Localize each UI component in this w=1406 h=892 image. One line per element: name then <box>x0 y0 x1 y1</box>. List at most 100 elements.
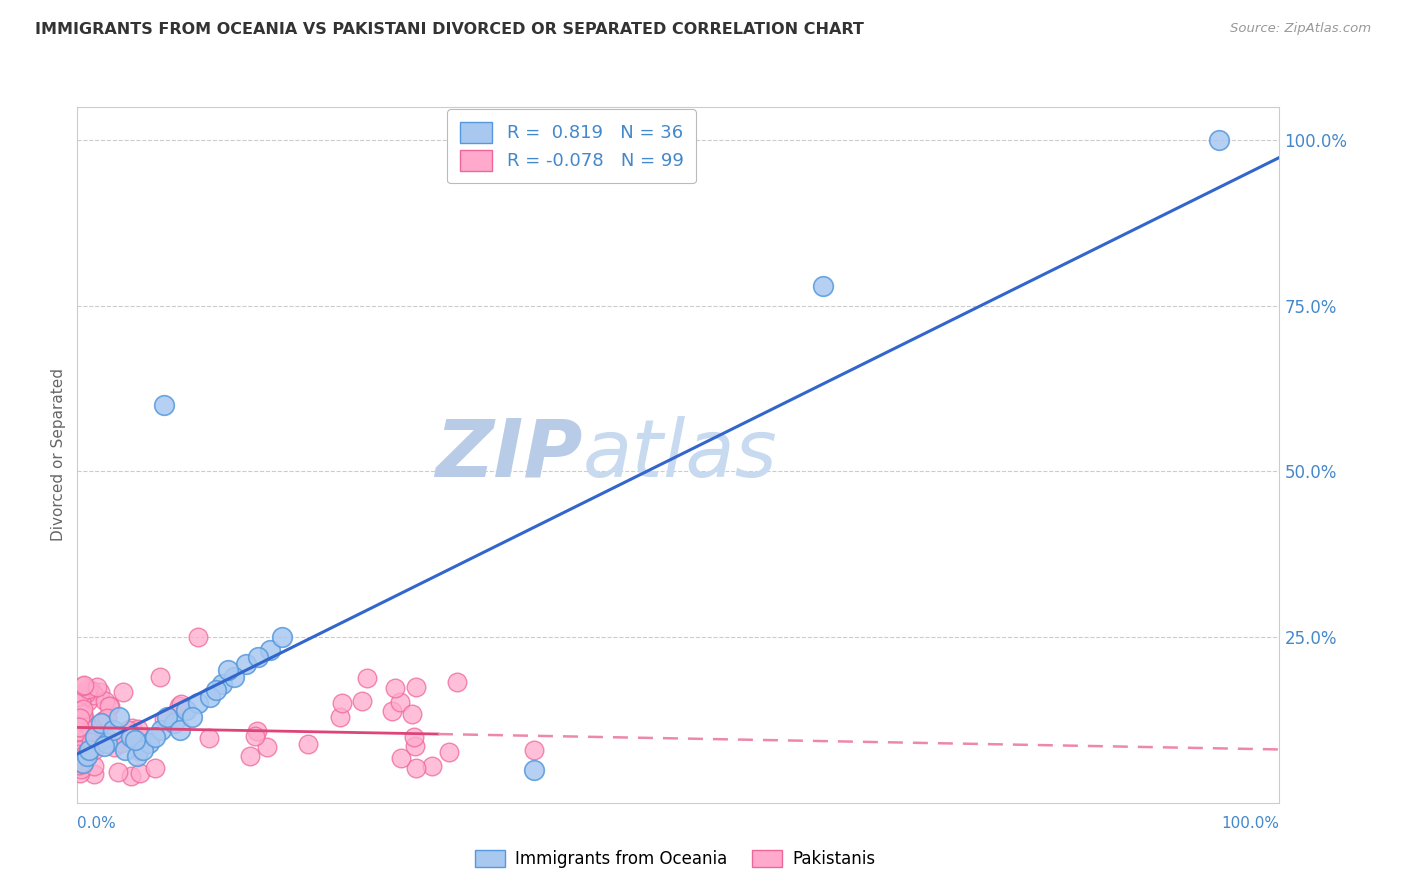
Point <box>67 690 90 704</box>
Point <box>420 758 443 772</box>
Point <box>103 723 125 737</box>
Point <box>80 741 103 756</box>
Point <box>811 279 834 293</box>
Point <box>72 752 94 766</box>
Point <box>180 709 202 723</box>
Point <box>72 706 94 721</box>
Point <box>94 694 117 708</box>
Point <box>222 670 245 684</box>
Point <box>76 681 98 696</box>
Point <box>128 744 150 758</box>
Point <box>169 697 191 711</box>
Point <box>67 704 90 718</box>
Point <box>127 722 149 736</box>
Point <box>127 749 149 764</box>
Point <box>70 762 93 776</box>
Point <box>69 711 91 725</box>
Text: atlas: atlas <box>582 416 778 494</box>
Point <box>239 749 262 764</box>
Point <box>145 761 167 775</box>
Point <box>73 678 96 692</box>
Point <box>246 724 269 739</box>
Point <box>162 716 184 731</box>
Point <box>352 694 374 708</box>
Point <box>73 755 96 769</box>
Point <box>72 702 94 716</box>
Point <box>75 723 97 738</box>
Point <box>211 676 233 690</box>
Point <box>67 746 90 760</box>
Point <box>69 693 91 707</box>
Point <box>72 756 94 770</box>
Point <box>384 681 406 696</box>
Point <box>70 747 93 762</box>
Point <box>156 709 179 723</box>
Point <box>150 723 173 737</box>
Point <box>69 759 91 773</box>
Text: 100.0%: 100.0% <box>1222 816 1279 831</box>
Point <box>446 675 468 690</box>
Point <box>523 743 546 757</box>
Point <box>79 721 101 735</box>
Point <box>75 747 97 761</box>
Point <box>67 723 90 738</box>
Point <box>110 735 132 749</box>
Point <box>129 765 152 780</box>
Point <box>87 738 110 752</box>
Point <box>93 739 115 754</box>
Point <box>259 643 281 657</box>
Point <box>75 747 97 762</box>
Point <box>69 739 91 754</box>
Point <box>93 713 115 727</box>
Point <box>79 739 101 754</box>
Point <box>120 730 142 744</box>
Point <box>89 685 111 699</box>
Point <box>73 748 96 763</box>
Point <box>90 730 112 744</box>
Legend: R =  0.819   N = 36, R = -0.078   N = 99: R = 0.819 N = 36, R = -0.078 N = 99 <box>447 109 696 184</box>
Point <box>83 730 105 744</box>
Point <box>186 630 209 644</box>
Point <box>70 743 93 757</box>
Point <box>98 698 121 713</box>
Point <box>69 695 91 709</box>
Text: 0.0%: 0.0% <box>77 816 117 831</box>
Point <box>217 663 239 677</box>
Point <box>70 756 93 770</box>
Point <box>96 710 118 724</box>
Point <box>67 758 90 772</box>
Y-axis label: Divorced or Separated: Divorced or Separated <box>51 368 66 541</box>
Point <box>402 730 425 744</box>
Point <box>98 699 121 714</box>
Point <box>120 769 142 783</box>
Point <box>174 703 197 717</box>
Point <box>297 737 319 751</box>
Point <box>72 679 94 693</box>
Point <box>86 680 108 694</box>
Point <box>132 743 155 757</box>
Legend: Immigrants from Oceania, Pakistanis: Immigrants from Oceania, Pakistanis <box>468 843 882 875</box>
Point <box>405 761 427 775</box>
Point <box>405 739 427 753</box>
Point <box>198 690 221 704</box>
Point <box>145 730 167 744</box>
Point <box>83 689 105 703</box>
Point <box>83 722 105 736</box>
Point <box>149 669 172 683</box>
Point <box>73 746 96 760</box>
Point <box>96 736 118 750</box>
Point <box>112 685 135 699</box>
Point <box>405 680 427 694</box>
Point <box>114 743 136 757</box>
Point <box>153 398 176 412</box>
Point <box>167 698 190 713</box>
Point <box>72 710 94 724</box>
Point <box>243 729 266 743</box>
Point <box>75 686 97 700</box>
Point <box>80 735 103 749</box>
Point <box>77 719 100 733</box>
Point <box>129 731 152 746</box>
Point <box>67 748 90 763</box>
Point <box>84 730 107 744</box>
Point <box>83 759 105 773</box>
